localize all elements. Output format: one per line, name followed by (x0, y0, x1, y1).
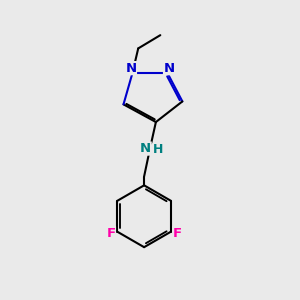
Text: N: N (125, 61, 136, 75)
Text: N: N (140, 142, 151, 155)
Text: H: H (153, 143, 164, 157)
Text: F: F (173, 227, 182, 240)
Text: F: F (106, 227, 116, 240)
Text: N: N (164, 61, 175, 75)
